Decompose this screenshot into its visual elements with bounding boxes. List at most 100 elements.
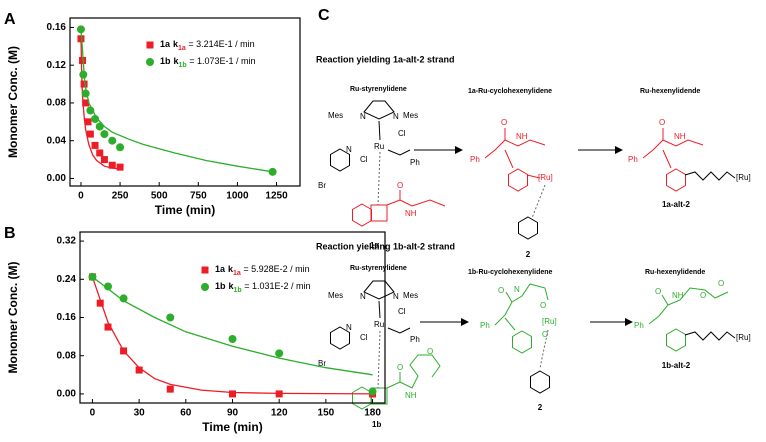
legend-marker xyxy=(201,283,209,291)
x-tick-label: 180 xyxy=(364,408,381,419)
interaction xyxy=(539,329,549,369)
legend-marker xyxy=(146,58,154,66)
data-point xyxy=(108,136,117,145)
atom: O xyxy=(659,118,665,127)
interaction xyxy=(377,151,381,206)
y-axis-title: Monomer Conc. (M) xyxy=(6,262,20,374)
intermediate-label: 1b-Ru-cyclohexenylidene xyxy=(468,269,553,276)
data-point xyxy=(86,106,95,115)
y-tick-label: 0.08 xyxy=(57,350,77,361)
legend-marker xyxy=(146,41,154,49)
atom: Br xyxy=(318,359,326,368)
scheme-panel: C Reaction yielding 1a-alt-2 strand Ru-s… xyxy=(316,7,751,429)
x-tick-label: 120 xyxy=(271,408,288,419)
y-tick-label: 0.12 xyxy=(47,60,67,71)
data-point xyxy=(96,299,104,307)
monomer-label: 1a xyxy=(370,241,379,250)
bond xyxy=(684,171,736,181)
cyclohexene-label: 2 xyxy=(526,250,531,259)
interaction xyxy=(531,184,546,219)
legend-entry: 1a k1a = 5.928E-2 / min xyxy=(215,264,310,276)
bond xyxy=(378,300,381,319)
product-label: Ru-hexenylidende xyxy=(645,269,705,276)
panel-label: C xyxy=(318,7,330,24)
atom: Br xyxy=(318,181,326,190)
atom: Ph xyxy=(470,155,480,164)
legend-rate-symbol: k xyxy=(228,264,234,274)
panel-label: A xyxy=(4,11,16,28)
bond xyxy=(494,283,549,331)
atom: O xyxy=(397,363,403,372)
x-tick-label: 0 xyxy=(90,408,96,419)
atom: Ph xyxy=(634,321,644,330)
ring xyxy=(666,328,686,352)
catalyst-label: Ru-styrenylidene xyxy=(350,265,407,272)
bond xyxy=(642,128,704,169)
legend-entry: 1b k1b = 1.031E-2 / min xyxy=(215,281,311,293)
atom: Ph xyxy=(410,158,420,167)
fit-line xyxy=(92,276,373,376)
atom: N xyxy=(393,292,399,301)
atom: O xyxy=(427,347,433,356)
legend-rate-text: = 1.073E-1 / min xyxy=(187,56,256,66)
bond xyxy=(648,287,729,325)
atom: N xyxy=(514,285,520,294)
data-point xyxy=(96,149,104,157)
atom: Ph xyxy=(628,155,638,164)
atom: N xyxy=(360,292,366,301)
data-point xyxy=(368,387,377,396)
atom: O xyxy=(542,330,548,339)
atom: Ru xyxy=(374,320,384,329)
legend-name: 1a xyxy=(215,264,226,274)
data-point xyxy=(79,70,88,79)
y-tick-label: 0.24 xyxy=(57,274,77,285)
x-axis-title: Time (min) xyxy=(155,203,215,217)
data-point xyxy=(228,334,237,343)
data-point xyxy=(166,385,174,393)
x-tick-label: 0 xyxy=(78,191,84,202)
atom: O xyxy=(498,286,504,295)
legend-rate-subscript: 1b xyxy=(234,287,242,294)
legend-name: 1b xyxy=(160,56,171,66)
ring xyxy=(370,204,388,222)
data-point xyxy=(108,161,116,169)
data-point xyxy=(88,272,97,281)
atom: Cl xyxy=(360,333,368,342)
fit-line xyxy=(80,29,273,173)
bond xyxy=(526,174,541,179)
intermediate-label: 1a-Ru-cyclohexenylidene xyxy=(468,88,552,95)
legend-rate-text: = 1.031E-2 / min xyxy=(242,281,311,291)
legend-entry: 1a k1a = 3.214E-1 / min xyxy=(160,39,255,51)
atom: [Ru] xyxy=(542,317,557,326)
legend-rate-subscript: 1a xyxy=(178,45,186,52)
ring xyxy=(666,168,686,192)
data-point xyxy=(119,294,128,303)
x-tick-label: 1000 xyxy=(226,191,249,202)
ring xyxy=(352,386,372,410)
fit-line xyxy=(80,38,121,170)
data-point xyxy=(100,156,108,164)
legend-name: 1a xyxy=(160,39,171,49)
atom: N xyxy=(346,323,352,332)
ring xyxy=(518,216,538,240)
plot-frame xyxy=(79,231,386,404)
data-point xyxy=(91,114,100,123)
atom: [Ru] xyxy=(736,333,751,342)
y-tick-label: 0.32 xyxy=(57,236,77,247)
y-axis-title: Monomer Conc. (M) xyxy=(6,46,20,158)
ring xyxy=(363,100,395,120)
y-tick-label: 0.00 xyxy=(47,173,67,184)
bond xyxy=(386,354,441,389)
atom: Cl xyxy=(398,129,406,138)
atom: NH xyxy=(672,291,684,300)
data-point xyxy=(76,25,85,34)
scheme-title: Reaction yielding 1a-alt-2 strand xyxy=(316,54,455,64)
legend-entry: 1b k1b = 1.073E-1 / min xyxy=(160,56,256,68)
data-point xyxy=(91,141,99,149)
bond xyxy=(386,190,446,207)
y-tick-label: 0.08 xyxy=(47,98,67,109)
legend-rate-text: = 3.214E-1 / min xyxy=(186,39,255,49)
legend-rate-subscript: 1a xyxy=(233,270,241,277)
data-point xyxy=(116,143,125,152)
data-point xyxy=(229,390,236,398)
